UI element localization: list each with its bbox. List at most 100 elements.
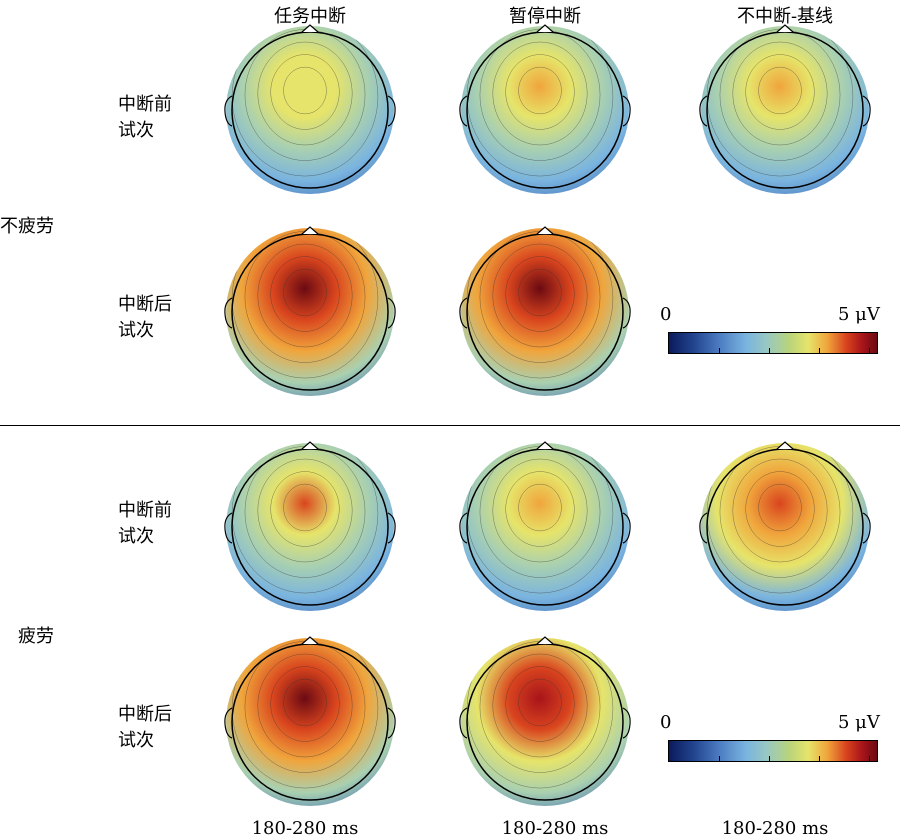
right-ear-icon [622,95,631,127]
scalp-potential-fill [226,228,394,396]
right-ear-icon [387,297,396,329]
colorbar-min-label: 0 [660,712,672,733]
contour-line [492,458,588,563]
row-label-line: 中断后 [118,294,172,315]
right-ear-icon [387,707,396,739]
contour-line [257,41,353,146]
left-ear-icon [459,297,468,329]
left-ear-icon [459,95,468,127]
scalp-potential-fill [461,228,629,396]
right-ear-icon [387,512,396,544]
column-title-pause-interruption: 暂停中断 [509,6,581,27]
contour-line [505,54,575,130]
colorbar-tick [719,348,720,353]
contour-line [732,458,828,563]
colorbar-tick [719,756,720,761]
colorbar-min-label: 0 [660,304,672,325]
scalp-potential-fill [226,26,394,194]
contour-line [283,268,327,317]
row-label-line: 试次 [118,526,154,547]
scalp-potential-fill [461,26,629,194]
right-ear-icon [862,512,871,544]
row-label-pre: 中断前 试次 [118,92,172,144]
colorbar-tick [819,348,820,353]
left-ear-icon [459,707,468,739]
row-label-line: 试次 [118,120,154,141]
nose-icon [536,226,554,235]
contour-line [518,268,562,317]
topomap-fatigue-pre-task [224,441,396,611]
colorbar-tick [869,348,870,353]
nose-icon [536,636,554,645]
colorbar-max-label: 5 μV [838,304,880,325]
right-ear-icon [622,512,631,544]
contour-line [758,483,802,532]
contour-line [270,471,340,547]
topomap-nofatigue-post-task [224,226,396,396]
contour-line [283,678,327,727]
contour-line [270,256,340,332]
contour-line [518,678,562,727]
colorbar [668,332,878,354]
colorbar-max-label: 5 μV [838,712,880,733]
row-label-line: 试次 [118,730,154,751]
contour-line [492,653,588,758]
time-window-label: 180-280 ms [721,818,829,837]
row-label-line: 试次 [118,320,154,341]
nose-icon [301,226,319,235]
contour-line [283,66,327,115]
time-window-label: 180-280 ms [251,818,359,837]
topomap-nofatigue-pre-task [224,24,396,194]
contour-line [505,471,575,547]
column-title-baseline: 不中断-基线 [736,6,834,27]
left-ear-icon [224,95,233,127]
contour-line [732,41,828,146]
group-label-fatigue: 疲劳 [18,626,54,647]
group-divider [0,425,900,426]
colorbar-tick [869,756,870,761]
scalp-potential-fill [226,443,394,611]
left-ear-icon [699,95,708,127]
colorbar [668,740,878,762]
contour-line [745,54,815,130]
scalp-potential-fill [461,638,629,806]
contour-line [270,666,340,742]
scalp-potential-fill [701,26,869,194]
row-label-pre: 中断前 试次 [118,498,172,550]
contour-line [505,256,575,332]
topomap-fatigue-pre-pause [459,441,631,611]
topomap-fatigue-post-task [224,636,396,806]
row-label-post: 中断后 试次 [118,702,172,754]
topomap-nofatigue-pre-baseline [699,24,871,194]
right-ear-icon [387,95,396,127]
contour-line [270,54,340,130]
right-ear-icon [622,297,631,329]
contour-line [492,243,588,348]
scalp-potential-fill [701,443,869,611]
group-label-no-fatigue: 不疲劳 [0,216,54,237]
topomap-fatigue-post-pause [459,636,631,806]
left-ear-icon [699,512,708,544]
scalp-potential-fill [461,443,629,611]
row-label-line: 中断后 [118,704,172,725]
nose-icon [536,441,554,450]
topomap-nofatigue-post-pause [459,226,631,396]
contour-line [257,653,353,758]
left-ear-icon [459,512,468,544]
nose-icon [536,24,554,33]
row-label-post: 中断后 试次 [118,292,172,344]
contour-line [505,666,575,742]
contour-line [283,483,327,532]
contour-line [257,243,353,348]
contour-line [758,66,802,115]
nose-icon [301,441,319,450]
contour-line [745,471,815,547]
column-title-task-interruption: 任务中断 [274,6,346,27]
colorbar-tick [819,756,820,761]
colorbar-tick [769,348,770,353]
contour-line [492,41,588,146]
left-ear-icon [224,297,233,329]
topomap-fatigue-pre-baseline [699,441,871,611]
row-label-line: 中断前 [118,500,172,521]
